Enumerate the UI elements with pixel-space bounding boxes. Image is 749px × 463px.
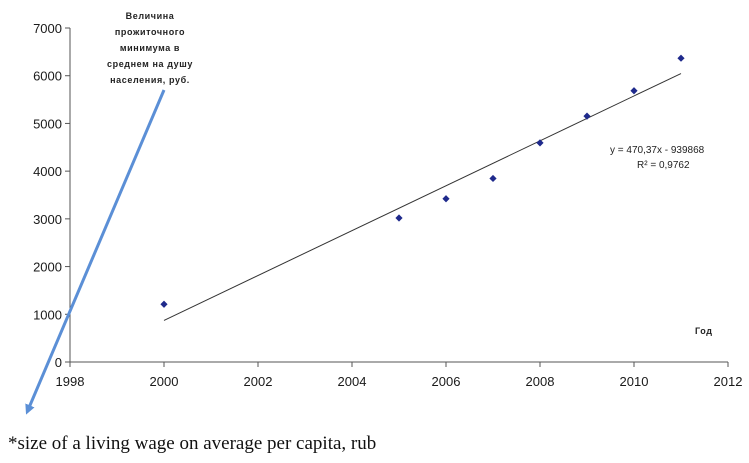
data-point — [160, 300, 168, 308]
x-tick-label: 2000 — [150, 374, 179, 389]
x-axis-label: Год — [695, 326, 713, 336]
y-tick-label: 1000 — [33, 307, 62, 322]
x-tick-label: 2002 — [244, 374, 273, 389]
data-point — [442, 195, 450, 203]
y-axis-label-line: населения, руб. — [110, 75, 190, 85]
y-axis-label-line: среднем на душу — [107, 59, 193, 69]
y-tick-label: 6000 — [33, 69, 62, 84]
x-tick-label: 1998 — [56, 374, 85, 389]
footnote: *size of a living wage on average per ca… — [8, 433, 377, 454]
trend-r2: R² = 0,9762 — [637, 160, 690, 171]
x-tick-label: 2004 — [338, 374, 367, 389]
trend-equation: y = 470,37x - 939868 — [610, 145, 705, 156]
y-tick-label: 5000 — [33, 116, 62, 131]
y-tick-label: 3000 — [33, 212, 62, 227]
y-tick-label: 4000 — [33, 164, 62, 179]
pointer-arrow — [25, 89, 166, 415]
x-tick-label: 2010 — [620, 374, 649, 389]
data-point — [583, 112, 591, 120]
y-tick-label: 7000 — [33, 21, 62, 36]
data-point — [489, 174, 497, 183]
data-point — [630, 87, 638, 95]
y-tick-label: 2000 — [33, 260, 62, 275]
trend-line — [163, 73, 682, 321]
y-tick-label: 0 — [55, 355, 62, 370]
x-tick-label: 2008 — [526, 374, 555, 389]
y-axis-label-line: минимума в — [120, 43, 180, 53]
x-tick-label: 2012 — [714, 374, 743, 389]
y-axis-label-line: прожиточного — [115, 27, 185, 37]
data-point — [677, 54, 685, 62]
y-axis-label-line: Величина — [126, 11, 175, 21]
scatter-chart: 0 1000 2000 3000 4000 5000 6000 7000 1998 2000 200… — [25, 11, 743, 415]
data-point — [536, 139, 544, 147]
x-tick-label: 2006 — [432, 374, 461, 389]
data-point — [395, 214, 403, 222]
